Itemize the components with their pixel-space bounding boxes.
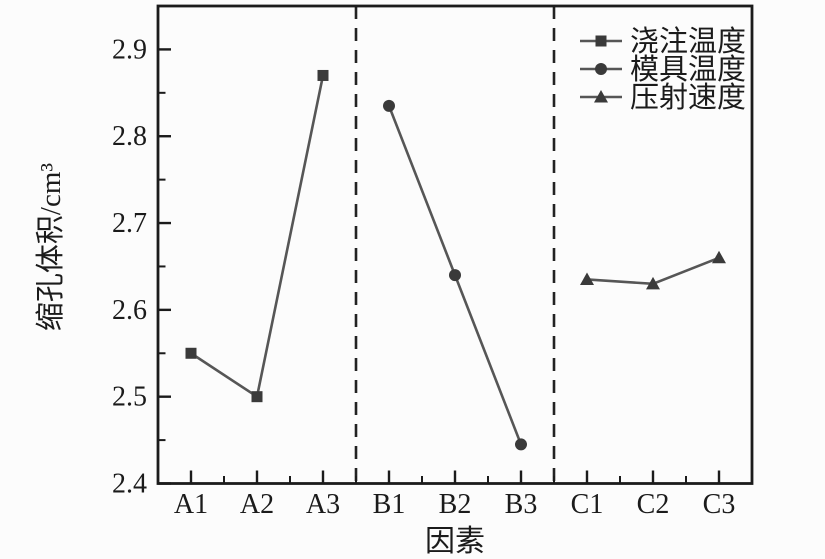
series-line xyxy=(190,75,325,399)
x-tick-label: C3 xyxy=(703,489,736,520)
square-marker-icon xyxy=(595,35,607,47)
y-tick-label: 2.5 xyxy=(112,382,147,413)
x-tick-label: A2 xyxy=(240,489,274,520)
legend-item: 浇注温度 xyxy=(580,25,746,58)
data-series xyxy=(185,69,726,451)
legend-label: 压射速度 xyxy=(630,81,746,114)
y-tick-label: 2.9 xyxy=(112,34,147,65)
circle-marker-icon xyxy=(515,438,527,451)
circle-marker-icon xyxy=(449,269,461,282)
square-marker-icon xyxy=(317,69,329,81)
y-tick-label: 2.8 xyxy=(112,121,147,152)
triangle-marker-icon xyxy=(580,272,594,285)
x-axis-title: 因素 xyxy=(425,525,485,558)
x-tick-label: C2 xyxy=(637,489,670,520)
x-tick-label: B1 xyxy=(373,489,406,520)
y-tick-label: 2.4 xyxy=(112,469,147,500)
x-tick-label: A3 xyxy=(306,489,340,520)
series-triangle xyxy=(580,250,726,290)
circle-marker-icon xyxy=(383,99,395,112)
legend-label: 模具温度 xyxy=(630,53,746,86)
circle-marker-icon xyxy=(595,63,607,75)
legend-item: 模具温度 xyxy=(580,53,746,86)
y-axis-title: 缩孔体积/cm³ xyxy=(34,163,67,331)
square-marker-icon xyxy=(185,347,197,359)
axis-ticks xyxy=(158,48,721,485)
series-circle xyxy=(383,99,527,451)
y-tick-label: 2.7 xyxy=(112,208,147,239)
legend-item: 压射速度 xyxy=(580,81,746,114)
axis-tick-labels: 2.4 2.5 2.6 2.7 2.8 2.9 A1 A2 A3 B1 B2 B3 C1 C2 C3 xyxy=(112,34,735,520)
triangle-marker-icon xyxy=(594,90,608,103)
x-tick-label: B2 xyxy=(439,489,472,520)
y-tick-label: 2.6 xyxy=(112,295,147,326)
series-square xyxy=(185,69,329,403)
triangle-marker-icon xyxy=(712,250,726,264)
x-tick-label: A1 xyxy=(174,489,208,520)
triangle-marker-icon xyxy=(646,276,660,290)
x-tick-label: B3 xyxy=(505,489,538,520)
x-tick-label: C1 xyxy=(571,489,604,520)
square-marker-icon xyxy=(251,391,263,403)
group-separator-lines xyxy=(354,6,556,484)
legend-label: 浇注温度 xyxy=(630,25,746,58)
